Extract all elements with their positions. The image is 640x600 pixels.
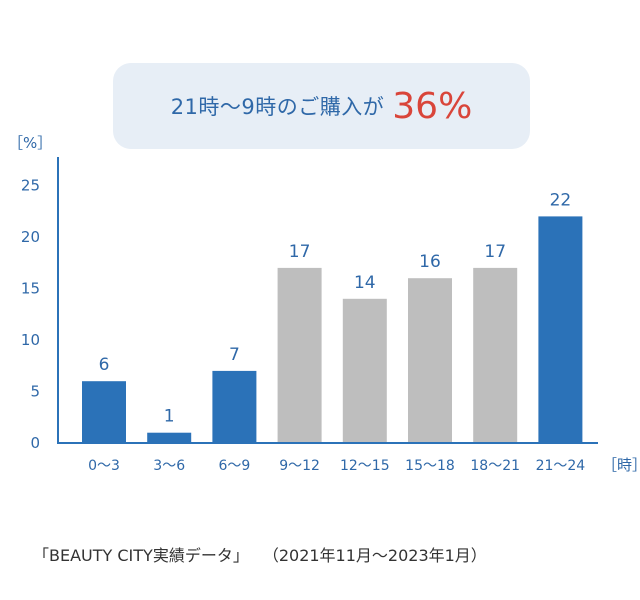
source-period: （2021年11月〜2023年1月）	[262, 546, 487, 565]
x-tick-label: 9〜12	[279, 458, 320, 474]
bar-value-label: 14	[354, 273, 376, 293]
bar-value-label: 1	[164, 407, 175, 427]
y-tick-label: 10	[21, 331, 40, 349]
bar	[538, 216, 583, 443]
bar	[408, 278, 452, 443]
summary-banner: 21時〜9時のご購入が 36%	[113, 63, 530, 149]
bar	[342, 298, 387, 443]
bar-value-label: 16	[419, 252, 441, 272]
x-axis-ticks: 0〜3 3〜6 6〜9 9〜12 12〜15 15〜18 18〜21 21〜24	[88, 458, 585, 474]
bar	[147, 432, 192, 443]
bar	[473, 267, 518, 443]
source-label: 「BEAUTY CITY実績データ」	[33, 546, 249, 565]
x-tick-label: 15〜18	[405, 458, 455, 474]
y-axis-label: ［%］	[8, 134, 52, 152]
bar-value-label: 17	[289, 242, 311, 262]
bar-value-label: 17	[484, 242, 506, 262]
x-tick-label: 6〜9	[218, 458, 250, 474]
y-axis-ticks: 0 5 10 15 20 25	[21, 177, 40, 453]
bar	[82, 381, 126, 443]
x-tick-label: 21〜24	[536, 458, 586, 474]
bar	[212, 370, 257, 443]
x-tick-label: 12〜15	[340, 458, 390, 474]
banner-highlight-value: 36%	[392, 85, 473, 127]
bars	[82, 216, 583, 443]
y-tick-label: 25	[21, 177, 40, 195]
bar	[277, 267, 322, 443]
x-tick-label: 18〜21	[470, 458, 520, 474]
y-tick-label: 0	[30, 434, 40, 452]
x-axis-label: ［時］	[602, 456, 640, 474]
y-tick-label: 5	[30, 383, 40, 401]
bar-value-label: 7	[229, 345, 240, 365]
bar-value-label: 22	[550, 190, 572, 210]
y-tick-label: 20	[21, 228, 40, 246]
x-tick-label: 3〜6	[153, 458, 185, 474]
data-source-note: 「BEAUTY CITY実績データ」 （2021年11月〜2023年1月）	[33, 542, 487, 566]
y-tick-label: 15	[21, 280, 40, 298]
x-tick-label: 0〜3	[88, 458, 120, 474]
banner-text: 21時〜9時のご購入が	[170, 95, 385, 119]
bar-value-label: 6	[99, 355, 110, 375]
